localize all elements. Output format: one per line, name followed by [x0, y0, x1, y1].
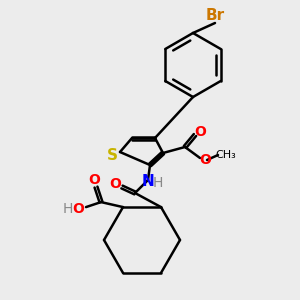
Text: O: O	[88, 173, 100, 187]
Text: Br: Br	[206, 8, 225, 22]
Text: CH₃: CH₃	[216, 150, 236, 160]
Text: S: S	[106, 148, 118, 163]
Text: O: O	[72, 202, 84, 216]
Text: H: H	[63, 202, 73, 216]
Text: O: O	[199, 153, 211, 167]
Text: H: H	[153, 176, 163, 190]
Text: N: N	[142, 173, 154, 188]
Text: O: O	[109, 177, 121, 191]
Text: O: O	[194, 125, 206, 139]
